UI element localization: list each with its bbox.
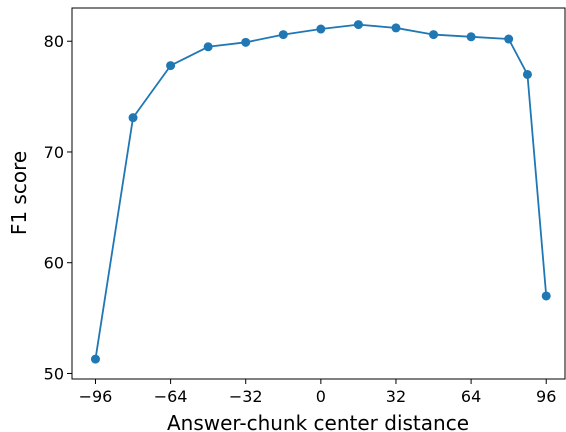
data-point <box>353 20 363 30</box>
data-point <box>90 354 100 364</box>
x-tick-label: −32 <box>229 387 263 406</box>
data-point <box>128 113 138 123</box>
data-point <box>541 291 551 301</box>
data-point <box>466 32 476 42</box>
series-line <box>94 23 548 360</box>
x-tick-label: 64 <box>461 387 481 406</box>
data-point <box>522 69 532 79</box>
data-point <box>278 30 288 40</box>
x-tick-label: 0 <box>316 387 326 406</box>
x-axis-ticks: −96 −64 −32 0 32 64 96 <box>79 379 556 406</box>
x-axis-label: Answer-chunk center distance <box>167 411 469 432</box>
plot-area <box>71 7 566 380</box>
y-tick-label: 70 <box>44 143 64 162</box>
x-tick-label: −96 <box>79 387 113 406</box>
series-layer <box>90 20 551 364</box>
data-point <box>316 24 326 34</box>
data-point <box>203 42 213 52</box>
x-tick-label: −64 <box>154 387 188 406</box>
y-axis-ticks: 50 60 70 80 <box>44 32 72 383</box>
y-tick-label: 60 <box>44 254 64 273</box>
y-tick-label: 50 <box>44 364 64 383</box>
data-point <box>166 61 176 71</box>
x-tick-label: 96 <box>536 387 556 406</box>
data-point <box>241 37 251 47</box>
data-point <box>504 34 514 44</box>
x-tick-label: 32 <box>386 387 406 406</box>
data-point <box>391 23 401 33</box>
data-point <box>429 30 439 40</box>
y-tick-label: 80 <box>44 32 64 51</box>
y-axis-label: F1 score <box>7 151 31 235</box>
